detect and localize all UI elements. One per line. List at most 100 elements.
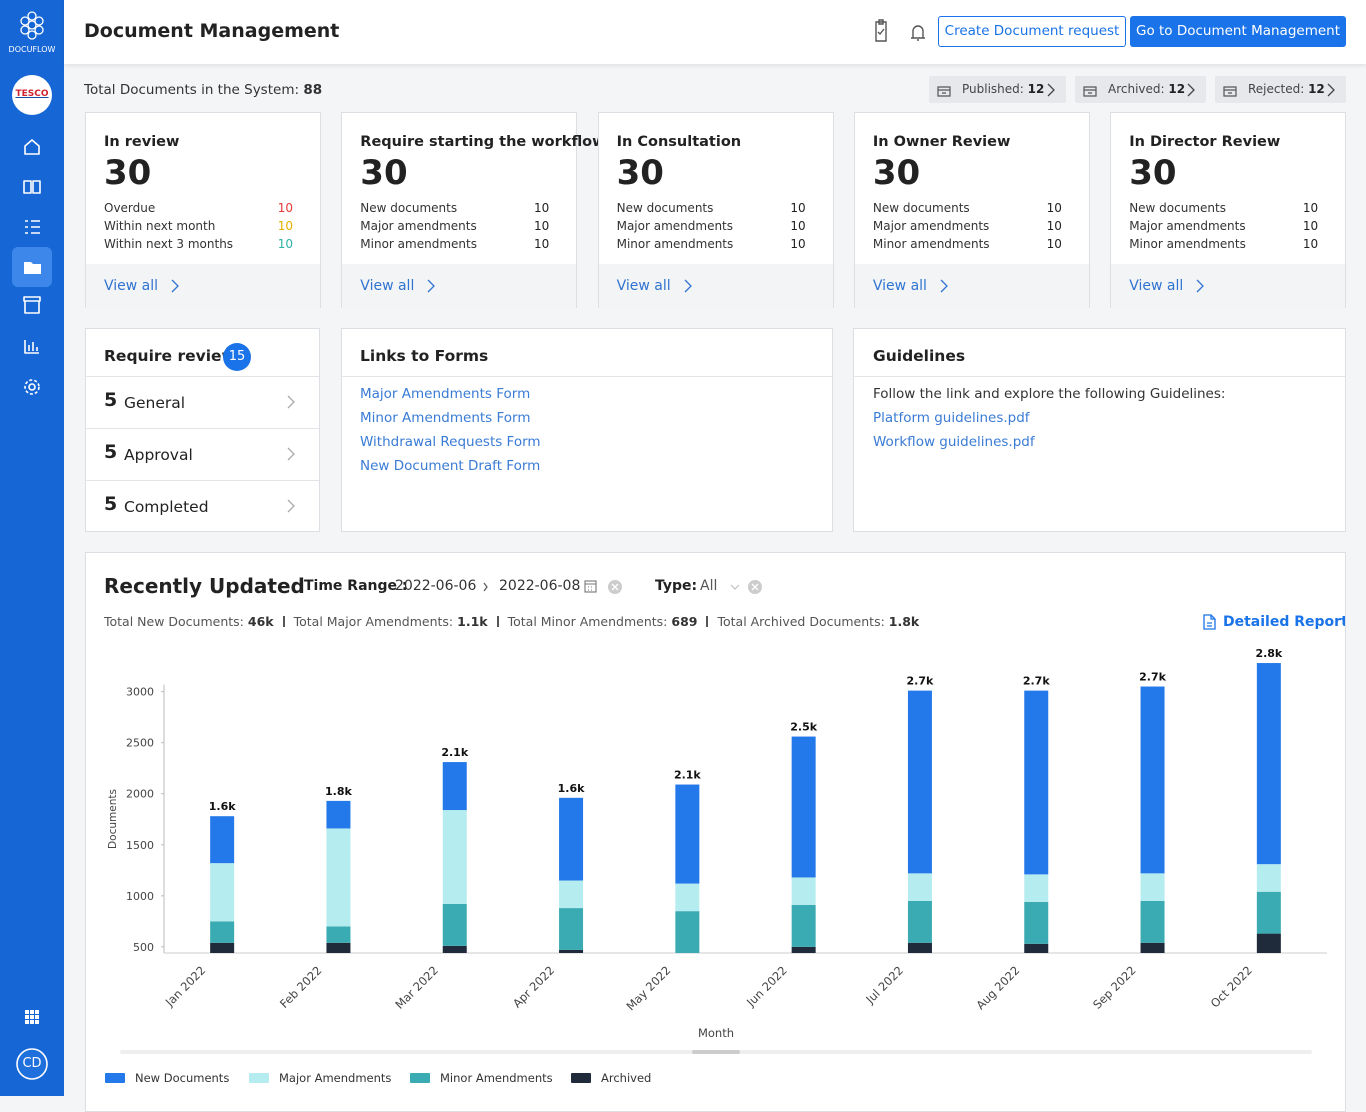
card-title: In Director Review	[1129, 134, 1281, 150]
chevron-path	[287, 395, 295, 409]
card-count: 30	[872, 153, 921, 193]
create-request-button[interactable]: Create Document request	[938, 16, 1126, 47]
status-chip[interactable]: Rejected: 12	[1215, 76, 1346, 103]
card-footer[interactable]: View all	[854, 264, 1089, 308]
form-link[interactable]: Major Amendments Form	[360, 386, 531, 402]
row-label: New documents	[1129, 201, 1226, 215]
review-label[interactable]: Completed	[124, 498, 209, 516]
review-count[interactable]: 5	[104, 389, 118, 411]
detailed-report-link[interactable]: Detailed Report	[1223, 614, 1346, 630]
card-count: 30	[616, 153, 664, 193]
row-value: 10	[790, 219, 806, 233]
row-label: Overdue	[104, 201, 156, 215]
row-label: Minor amendments	[1129, 237, 1246, 251]
review-title: Require review	[104, 347, 236, 365]
legend-swatch	[571, 1073, 591, 1083]
row-label: Within next 3 months	[104, 237, 234, 251]
row-value: 10	[1302, 219, 1319, 233]
legend-swatch	[105, 1073, 125, 1083]
row-label: Minor amendments	[616, 237, 734, 251]
divider	[86, 480, 319, 481]
bar-segment	[559, 908, 584, 950]
guideline-link[interactable]: Workflow guidelines.pdf	[873, 434, 1035, 450]
date-from[interactable]: 2022-06-06	[395, 578, 477, 594]
card-footer[interactable]: View all	[342, 264, 577, 308]
bar-segment	[907, 873, 932, 901]
review-count[interactable]: 5	[104, 441, 118, 463]
guideline-link[interactable]: Platform guidelines.pdf	[873, 410, 1030, 426]
row-value: 10	[277, 201, 293, 215]
view-all-link[interactable]: View all	[616, 278, 671, 294]
bar-segment	[442, 810, 467, 904]
legend-swatch	[410, 1073, 430, 1083]
bar-segment	[442, 903, 467, 946]
total-label: Total Documents in the System:	[84, 82, 300, 98]
row-label: Minor amendments	[360, 237, 477, 251]
header-icons[interactable]	[870, 18, 940, 48]
legend-label: New Documents	[135, 1071, 229, 1085]
status-card: In Consultation 30 New documents 10 Major am…	[597, 112, 834, 308]
chip-count: 12	[1168, 82, 1186, 96]
chevron-path	[287, 499, 295, 513]
chip-label: Rejected:	[1248, 82, 1305, 96]
bar-total-label: 2.1k	[674, 769, 701, 782]
bar-segment	[326, 926, 351, 943]
bar-segment	[326, 828, 351, 927]
view-all-link[interactable]: View all	[360, 278, 415, 294]
bar-segment	[442, 945, 467, 953]
form-link[interactable]: Withdrawal Requests Form	[360, 434, 541, 450]
chevron	[287, 395, 295, 409]
card-footer[interactable]: View all	[86, 264, 320, 308]
avatar[interactable]: CD	[22, 1056, 42, 1071]
sidebar: DOCUFLOW TESCO CD	[0, 0, 64, 1096]
view-all-link[interactable]: View all	[1129, 278, 1184, 294]
review-label[interactable]: General	[124, 394, 186, 412]
card-footer[interactable]: View all	[1111, 264, 1346, 308]
form-link[interactable]: Minor Amendments Form	[360, 410, 531, 426]
status-chip[interactable]: Archived: 12	[1075, 76, 1206, 103]
chevron-path	[940, 279, 948, 293]
card-footer[interactable]: View all	[598, 264, 833, 308]
x-tick-label: Oct 2022	[1208, 963, 1255, 1010]
chevron	[287, 447, 295, 461]
status-chip[interactable]: Published: 12	[929, 76, 1066, 103]
x-tick-label: Sep 2022	[1090, 963, 1139, 1012]
chevron	[171, 279, 179, 293]
x-tick-label: Jan 2022	[162, 963, 208, 1009]
bar-total-label: 2.7k	[1139, 671, 1166, 684]
bar-segment	[907, 900, 932, 943]
bar-segment	[210, 921, 235, 943]
total-value: 1.8k	[888, 614, 920, 629]
chip-text: Archived: 12	[1108, 82, 1185, 96]
chevron	[1327, 83, 1335, 97]
chevron	[940, 279, 948, 293]
report-icon[interactable]	[1202, 614, 1216, 630]
view-all-link[interactable]: View all	[104, 278, 159, 294]
review-count[interactable]: 5	[104, 493, 118, 515]
time-range-label: Time Range :	[304, 578, 408, 594]
review-label[interactable]: Approval	[124, 446, 193, 464]
bar-segment	[559, 949, 584, 953]
legend-label: Minor Amendments	[440, 1071, 553, 1085]
row-label: Major amendments	[1129, 219, 1246, 233]
y-tick-label: 2500	[126, 737, 154, 750]
form-link[interactable]: New Document Draft Form	[360, 458, 541, 474]
type-icons[interactable]	[726, 577, 766, 597]
bar-segment	[791, 736, 816, 878]
total-label: Total New Documents:	[104, 614, 244, 629]
chip-icon-path	[1223, 86, 1237, 97]
legend-label: Major Amendments	[279, 1071, 391, 1085]
row-value: 10	[1046, 201, 1062, 215]
chip-icon-path	[1083, 86, 1097, 97]
row-label: Major amendments	[616, 219, 734, 233]
chip-text: Rejected: 12	[1248, 82, 1325, 96]
type-value[interactable]: All	[700, 578, 718, 594]
date-to[interactable]: 2022-06-08	[499, 578, 581, 594]
go-management-button[interactable]: Go to Document Management	[1130, 16, 1346, 47]
view-all-link[interactable]: View all	[872, 278, 927, 294]
filter-icons[interactable]	[476, 577, 716, 597]
bar-total-label: 2.7k	[1023, 675, 1050, 688]
row-label: New documents	[360, 201, 458, 215]
header: Document Management Create Document requ…	[64, 0, 1366, 64]
bar-total-label: 2.5k	[790, 721, 817, 734]
